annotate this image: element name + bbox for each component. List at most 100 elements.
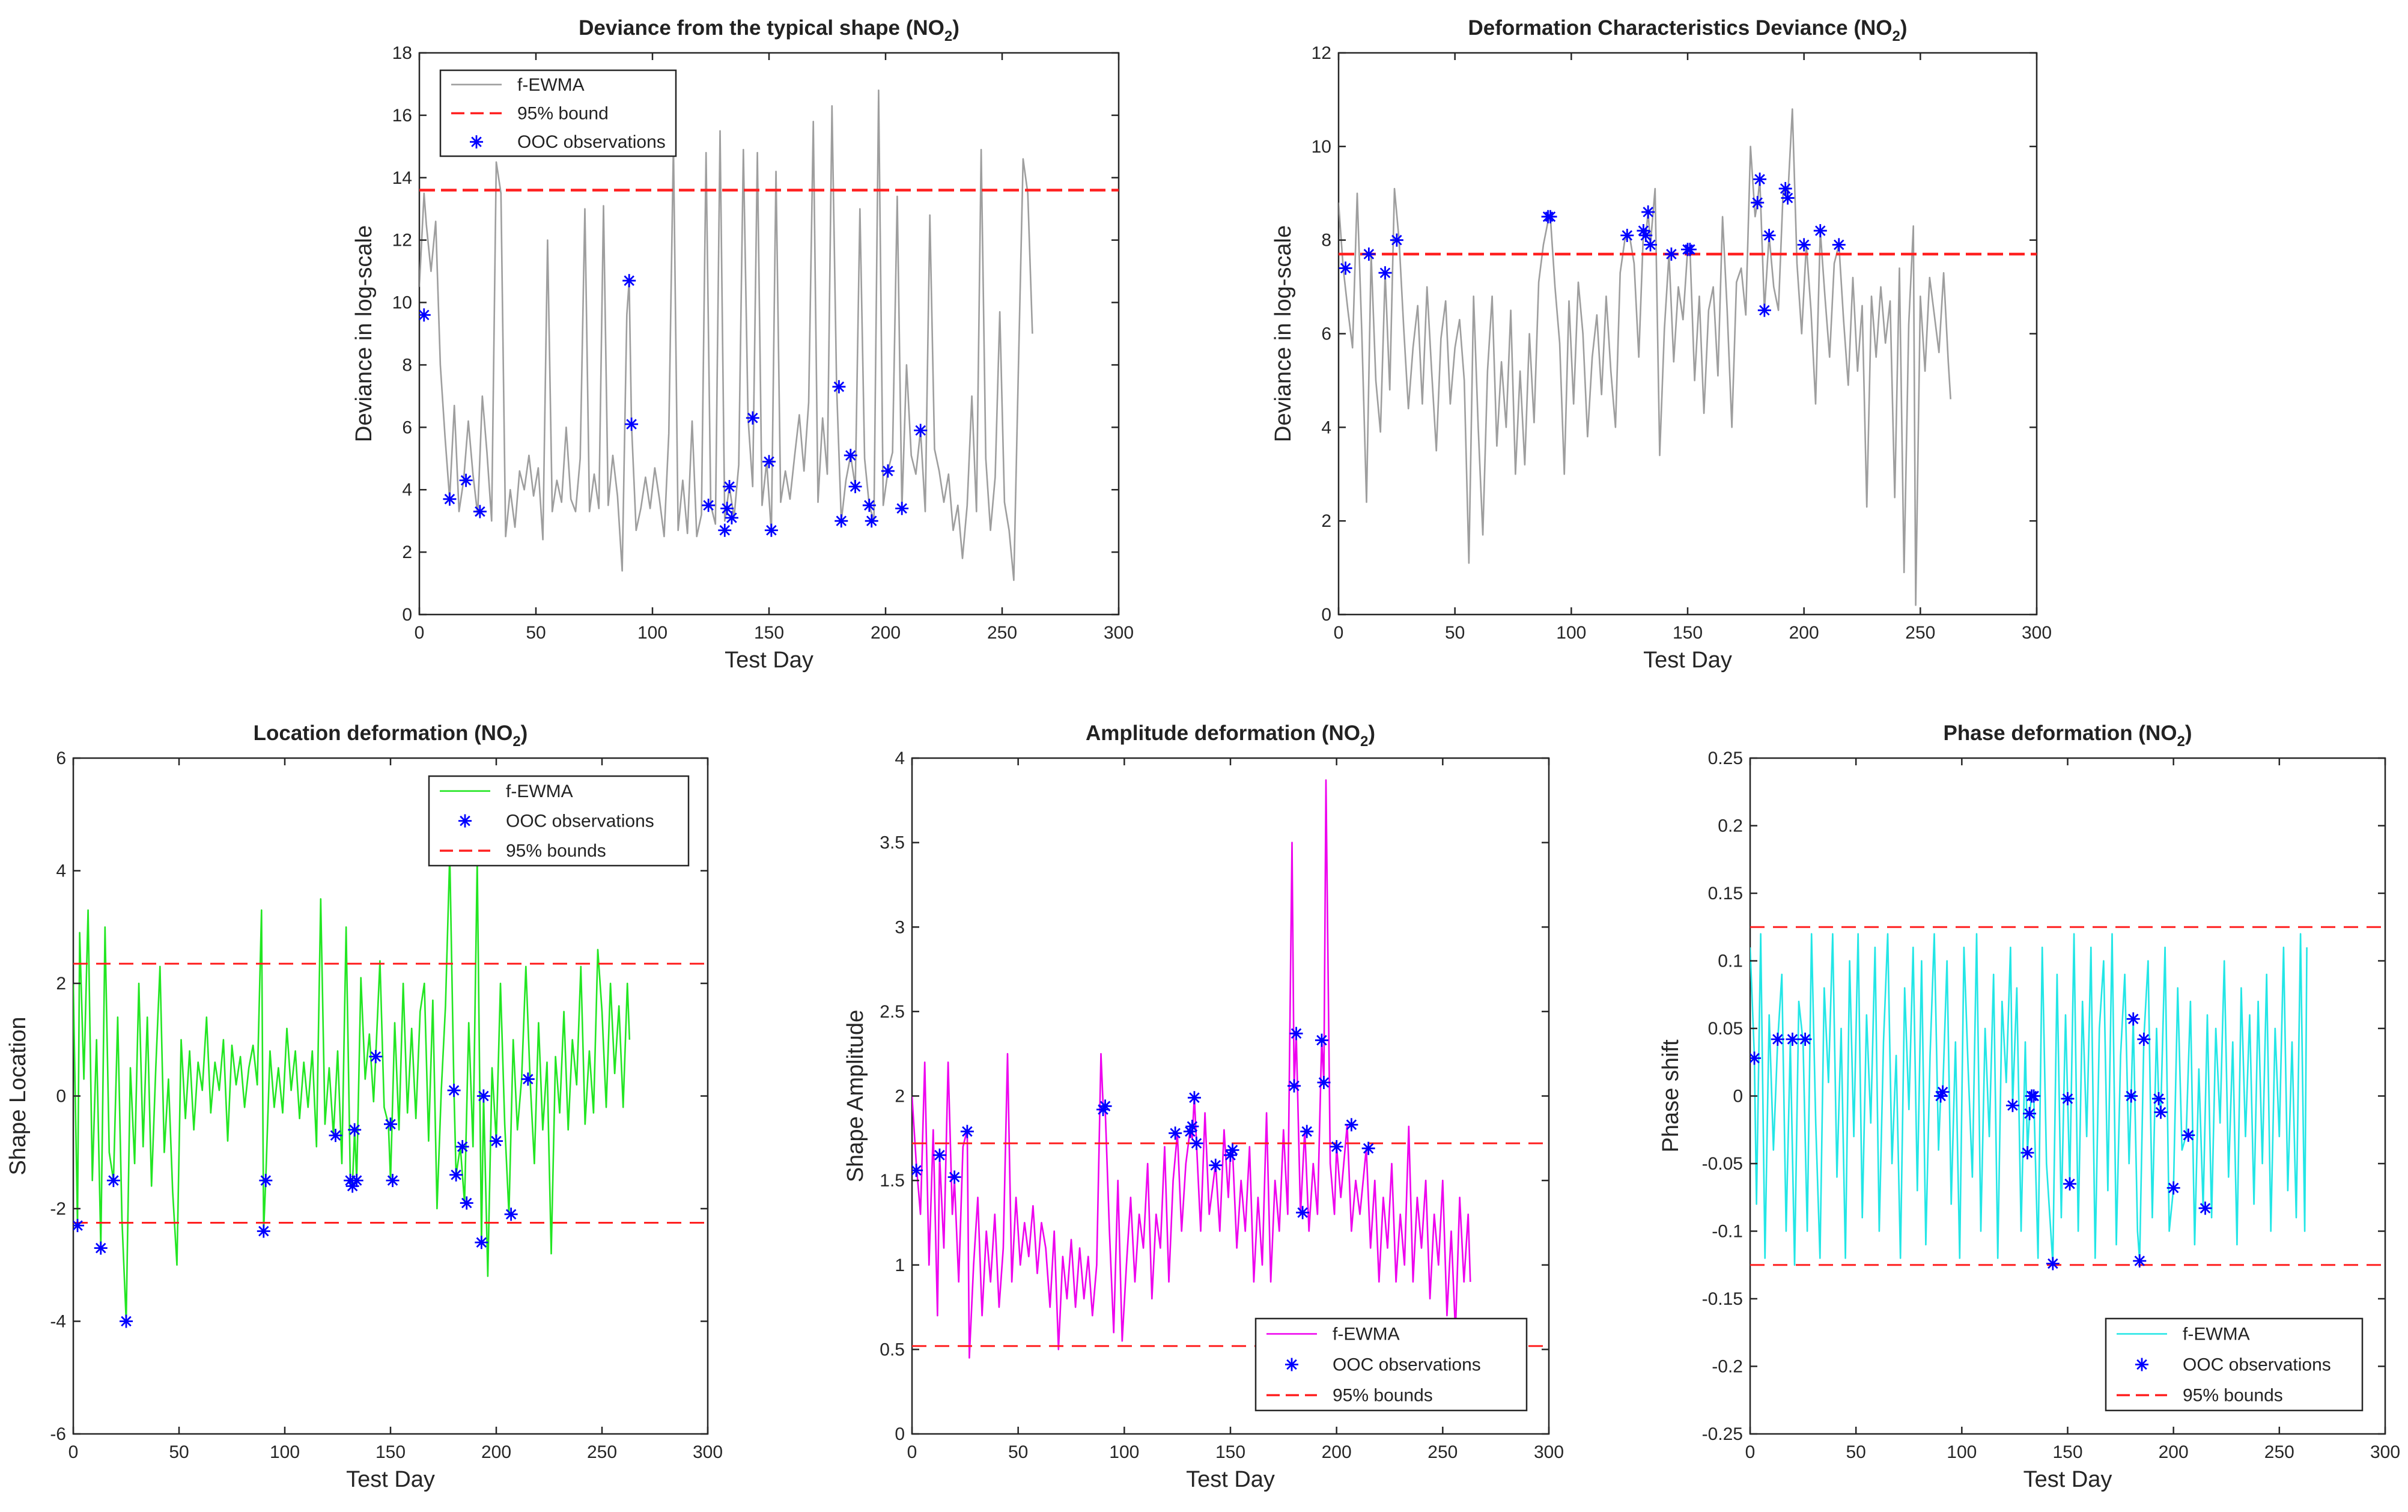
ooc-marker [1098, 1099, 1112, 1113]
x-tick-label: 200 [1322, 1442, 1352, 1462]
y-tick-label: 4 [895, 748, 905, 768]
ooc-marker-stroke [1640, 230, 1652, 241]
plot-data-area [73, 853, 708, 1328]
legend-label: OOC observations [517, 132, 666, 152]
y-tick-label: 4 [56, 861, 66, 881]
ooc-marker-stroke [1227, 1144, 1238, 1156]
y-tick-label: -0.05 [1702, 1154, 1743, 1174]
ooc-marker-stroke [1286, 1359, 1297, 1370]
ooc-marker [257, 1224, 270, 1238]
ooc-marker-stroke [1799, 1034, 1811, 1045]
plot-p3: 0 50 100 150 200 250 300 -6 -4 -2 0 2 4 6 Location def… [5, 721, 723, 1492]
ooc-marker-stroke [1782, 192, 1793, 204]
ooc-marker [862, 499, 876, 512]
x-tick-label: 100 [1947, 1442, 1977, 1462]
chart-title-main: Amplitude deformation (NO [1086, 721, 1360, 745]
x-tick-label: 100 [270, 1442, 300, 1462]
ooc-marker-stroke [461, 1197, 472, 1209]
x-tick-label: 250 [1905, 623, 1935, 643]
ooc-marker [2198, 1201, 2212, 1215]
ooc-marker-stroke [523, 1073, 534, 1085]
ooc-marker-stroke [1340, 263, 1351, 274]
x-tick-label: 250 [587, 1442, 617, 1462]
ooc-marker [2020, 1146, 2034, 1159]
ooc-marker [1543, 210, 1557, 223]
ooc-marker-stroke [1297, 1207, 1308, 1218]
ooc-marker-stroke [766, 524, 777, 536]
x-tick-label: 200 [2159, 1442, 2189, 1462]
ooc-marker [1345, 1118, 1358, 1132]
chart-title: Deviance from the typical shape (NO2) [579, 16, 959, 44]
ooc-marker-stroke [258, 1225, 269, 1237]
ooc-marker-stroke [2155, 1107, 2166, 1118]
y-tick-label: 2 [1321, 511, 1331, 531]
ooc-marker-stroke [1815, 225, 1826, 236]
chart-title: Phase deformation (NO2) [1944, 721, 2192, 750]
chart-title-end: ) [1368, 721, 1375, 745]
ooc-marker [329, 1129, 342, 1143]
ooc-marker-stroke [2024, 1108, 2035, 1119]
ooc-marker [1771, 1033, 1784, 1046]
x-tick-label: 200 [481, 1442, 511, 1462]
y-axis-label: Deviance in log-scale [1271, 225, 1296, 442]
ooc-marker-stroke [1622, 230, 1633, 241]
legend-label: f-EWMA [517, 75, 585, 95]
ooc-marker-stroke [1099, 1101, 1111, 1112]
ooc-marker [1330, 1140, 1343, 1153]
y-tick-label: -2 [50, 1199, 66, 1219]
ooc-marker-stroke [1210, 1160, 1221, 1171]
y-tick-label: -0.2 [1712, 1357, 1743, 1377]
ooc-marker [2027, 1089, 2041, 1103]
ooc-marker-stroke [2062, 1093, 2073, 1104]
ooc-marker-stroke [460, 815, 470, 827]
chart-title-main: Phase deformation (NO [1944, 721, 2177, 745]
ooc-marker [723, 480, 737, 494]
ooc-marker-stroke [1545, 211, 1556, 222]
plot-p5: 0 50 100 150 200 250 300 -0.25 -0.2 -0.15 -0.1 -0.0… [1658, 721, 2400, 1492]
y-tick-label: 10 [1312, 137, 1331, 157]
ooc-marker-stroke [1189, 1092, 1200, 1104]
ooc-marker-stroke [2168, 1182, 2179, 1194]
y-tick-label: 2.5 [880, 1002, 905, 1022]
ooc-marker-stroke [1291, 1028, 1302, 1039]
ooc-marker [932, 1148, 946, 1162]
chart-title-end: ) [1900, 16, 1908, 40]
y-tick-label: -0.25 [1702, 1424, 1743, 1444]
ooc-marker-stroke [370, 1051, 382, 1062]
chart-title-end: ) [952, 16, 959, 40]
x-tick-label: 250 [2264, 1442, 2294, 1462]
y-axis-label: Phase shift [1658, 1039, 1683, 1152]
ooc-marker [460, 1196, 473, 1210]
plot-p2: 0 50 100 150 200 250 300 0 2 4 6 8 10 12 Deformation C… [1271, 16, 2052, 673]
ooc-marker [835, 514, 848, 528]
ooc-marker [718, 523, 732, 537]
ooc-marker-stroke [451, 1169, 461, 1180]
ooc-marker [848, 480, 862, 494]
ooc-marker [1751, 196, 1765, 210]
x-tick-label: 150 [2052, 1442, 2082, 1462]
ooc-marker [625, 417, 639, 431]
ooc-marker [960, 1125, 974, 1138]
ooc-marker-stroke [476, 1237, 487, 1248]
ooc-marker-stroke [915, 425, 926, 436]
y-tick-label: 1 [895, 1255, 905, 1275]
ooc-marker [94, 1241, 108, 1255]
ooc-marker [1750, 1051, 1762, 1065]
y-tick-label: 0 [402, 605, 412, 625]
x-tick-label: 150 [1215, 1442, 1245, 1462]
ooc-marker-stroke [260, 1175, 272, 1186]
ooc-marker-stroke [121, 1316, 132, 1327]
ooc-marker [1781, 191, 1795, 205]
ooc-marker [1209, 1158, 1223, 1172]
ooc-marker-stroke [2138, 1034, 2150, 1045]
ooc-marker [259, 1174, 273, 1188]
x-tick-label: 50 [526, 623, 546, 643]
ooc-marker-stroke [475, 506, 485, 517]
ooc-marker-stroke [2064, 1178, 2075, 1189]
x-tick-label: 200 [1789, 623, 1819, 643]
f-ewma-line [1750, 933, 2308, 1266]
legend-marker-sample [1285, 1358, 1298, 1371]
x-axis-label: Test Day [1643, 648, 1732, 673]
ooc-marker-stroke [460, 475, 472, 486]
